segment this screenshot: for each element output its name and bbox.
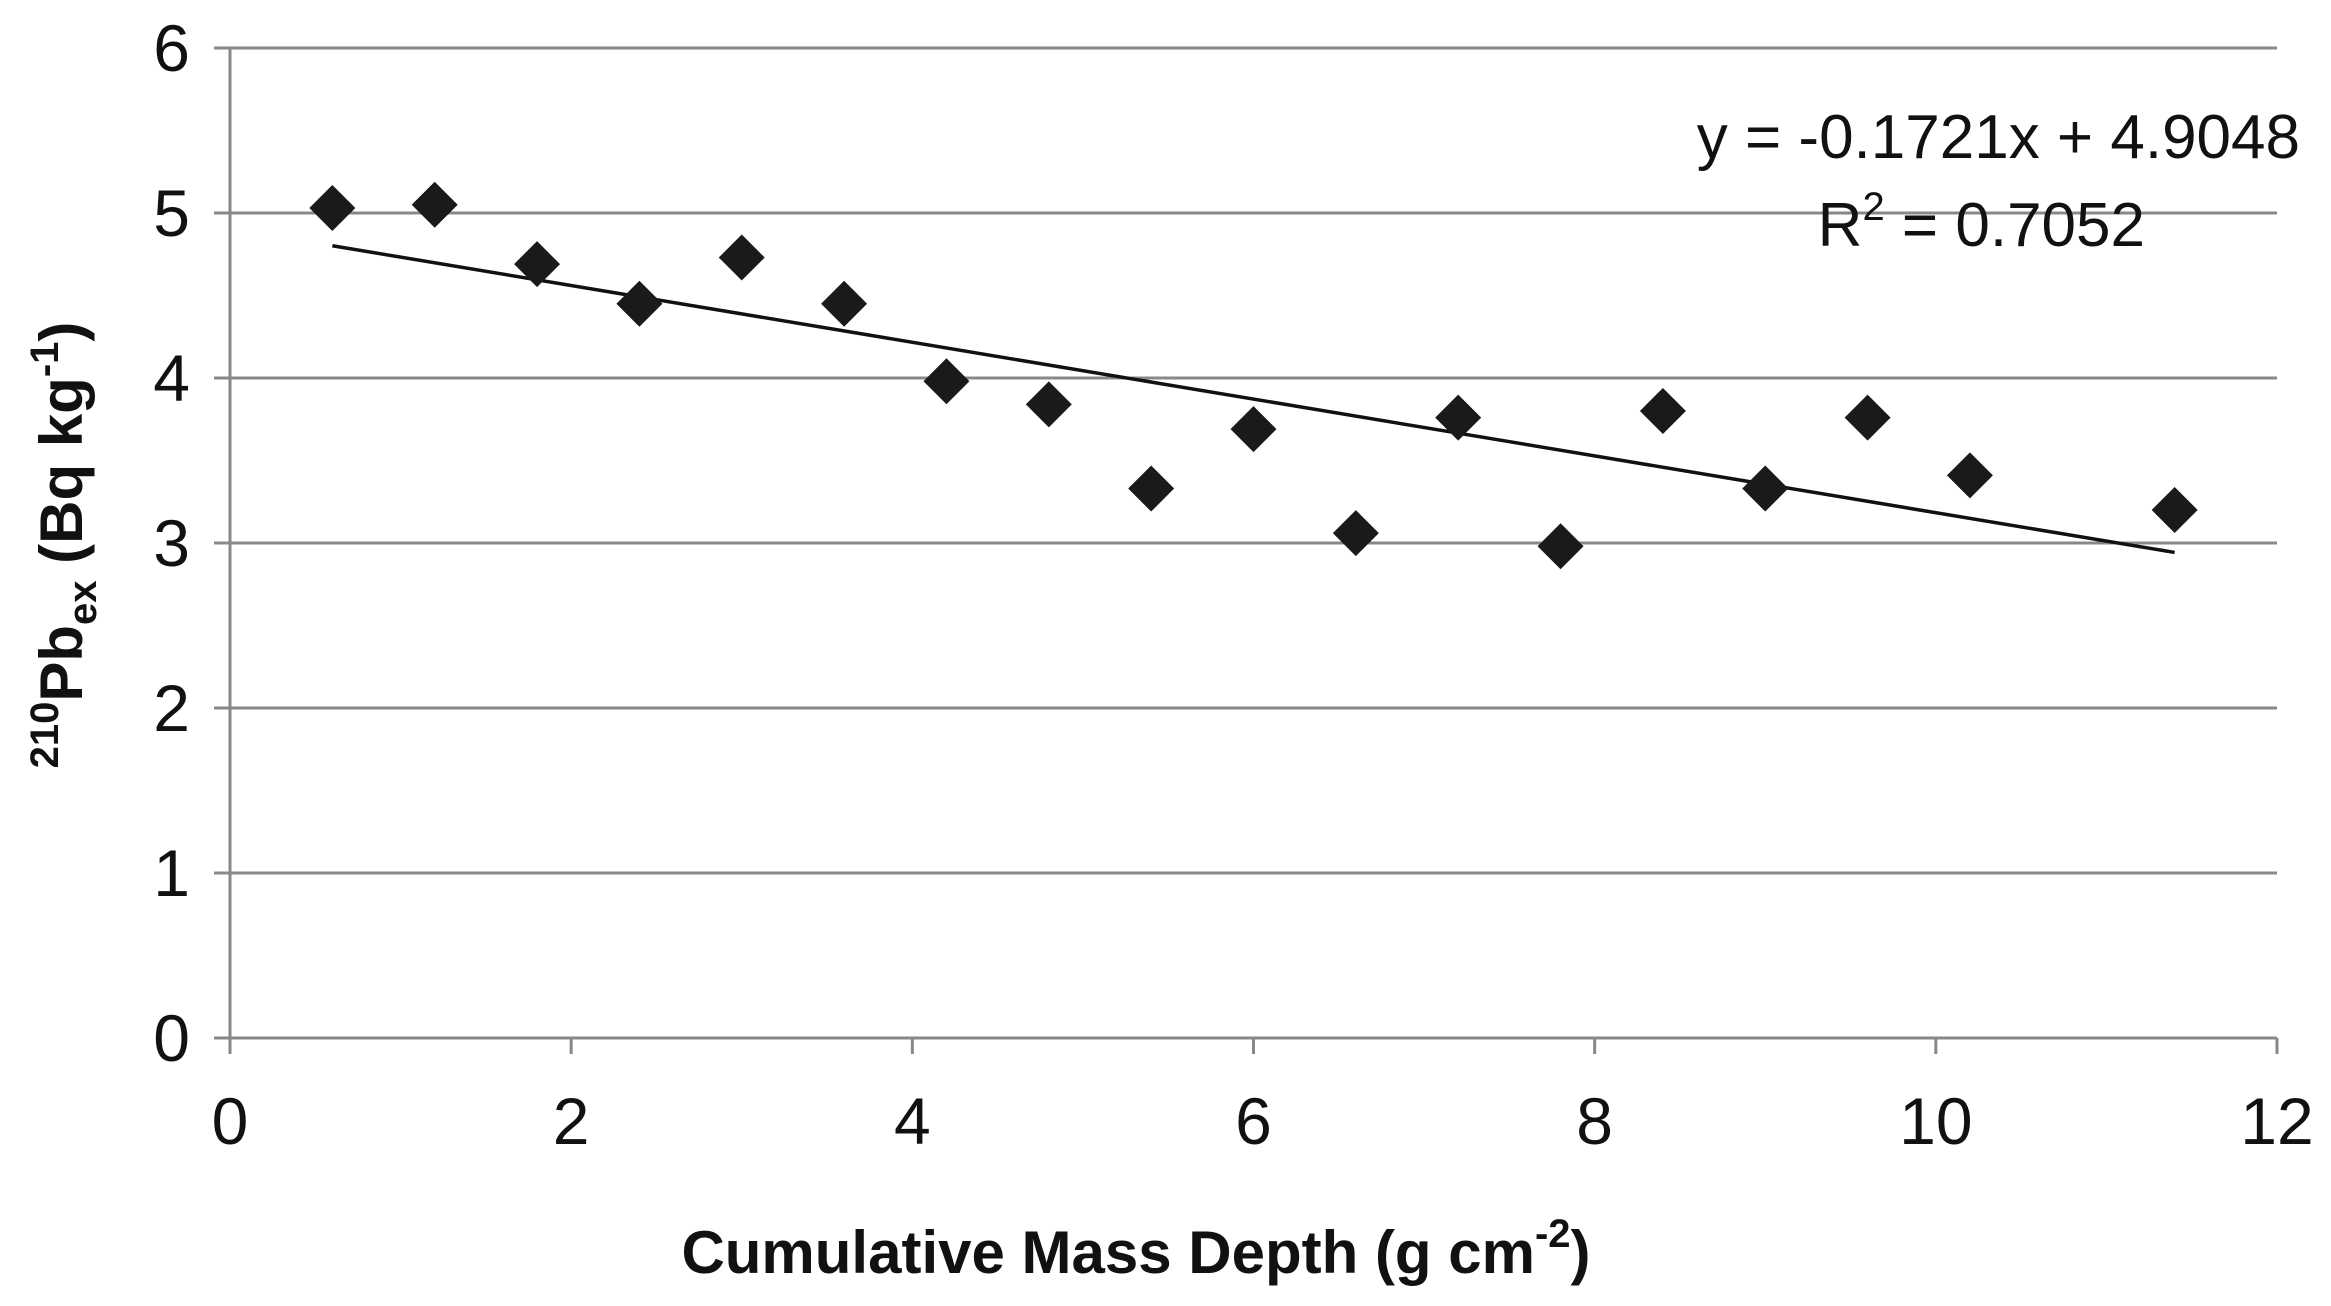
data-point-16 bbox=[1844, 394, 1891, 441]
data-point-6 bbox=[821, 280, 868, 327]
data-point-11 bbox=[1332, 510, 1379, 557]
r-squared-label: R2 = 0.7052 bbox=[1818, 185, 2145, 260]
y-tick-label-3: 3 bbox=[153, 506, 190, 580]
trendline-equation: y = -0.1721x + 4.9048 bbox=[1697, 103, 2300, 172]
data-point-8 bbox=[1025, 381, 1072, 428]
data-points bbox=[309, 181, 2198, 570]
data-point-1 bbox=[309, 185, 356, 232]
trendline-group bbox=[332, 244, 2175, 555]
data-point-9 bbox=[1128, 465, 1175, 512]
data-point-14 bbox=[1639, 388, 1686, 434]
axes bbox=[214, 46, 2279, 1054]
x-axis-title: Cumulative Mass Depth (g cm-2) bbox=[681, 1212, 1590, 1286]
y-tick-label-1: 1 bbox=[153, 836, 190, 910]
y-tick-label-2: 2 bbox=[153, 671, 190, 745]
y-tick-label-0: 0 bbox=[153, 1001, 190, 1075]
y-tick-label-6: 6 bbox=[153, 11, 190, 85]
data-point-4 bbox=[616, 280, 663, 327]
data-point-2 bbox=[411, 181, 458, 228]
data-point-13 bbox=[1537, 523, 1584, 570]
y-tick-label-5: 5 bbox=[153, 176, 190, 250]
data-point-18 bbox=[2151, 487, 2198, 533]
y-axis-title: 210Pbex (Bq kg-1) bbox=[23, 322, 105, 769]
trendline bbox=[332, 244, 2175, 555]
data-point-17 bbox=[1946, 452, 1993, 499]
x-tick-label-12: 12 bbox=[2240, 1084, 2313, 1158]
x-tick-label-10: 10 bbox=[1899, 1084, 1972, 1158]
data-point-15 bbox=[1742, 465, 1789, 512]
y-tick-label-4: 4 bbox=[153, 341, 190, 415]
x-tick-label-8: 8 bbox=[1576, 1084, 1613, 1158]
x-tick-label-6: 6 bbox=[1235, 1084, 1272, 1158]
data-point-5 bbox=[718, 234, 765, 281]
gridlines bbox=[230, 46, 2277, 875]
x-tick-label-0: 0 bbox=[212, 1084, 249, 1158]
x-tick-label-2: 2 bbox=[553, 1084, 590, 1158]
data-point-12 bbox=[1435, 394, 1482, 441]
x-tick-label-4: 4 bbox=[894, 1084, 931, 1158]
data-point-7 bbox=[923, 358, 970, 405]
data-point-10 bbox=[1230, 406, 1277, 453]
data-point-3 bbox=[514, 241, 561, 288]
